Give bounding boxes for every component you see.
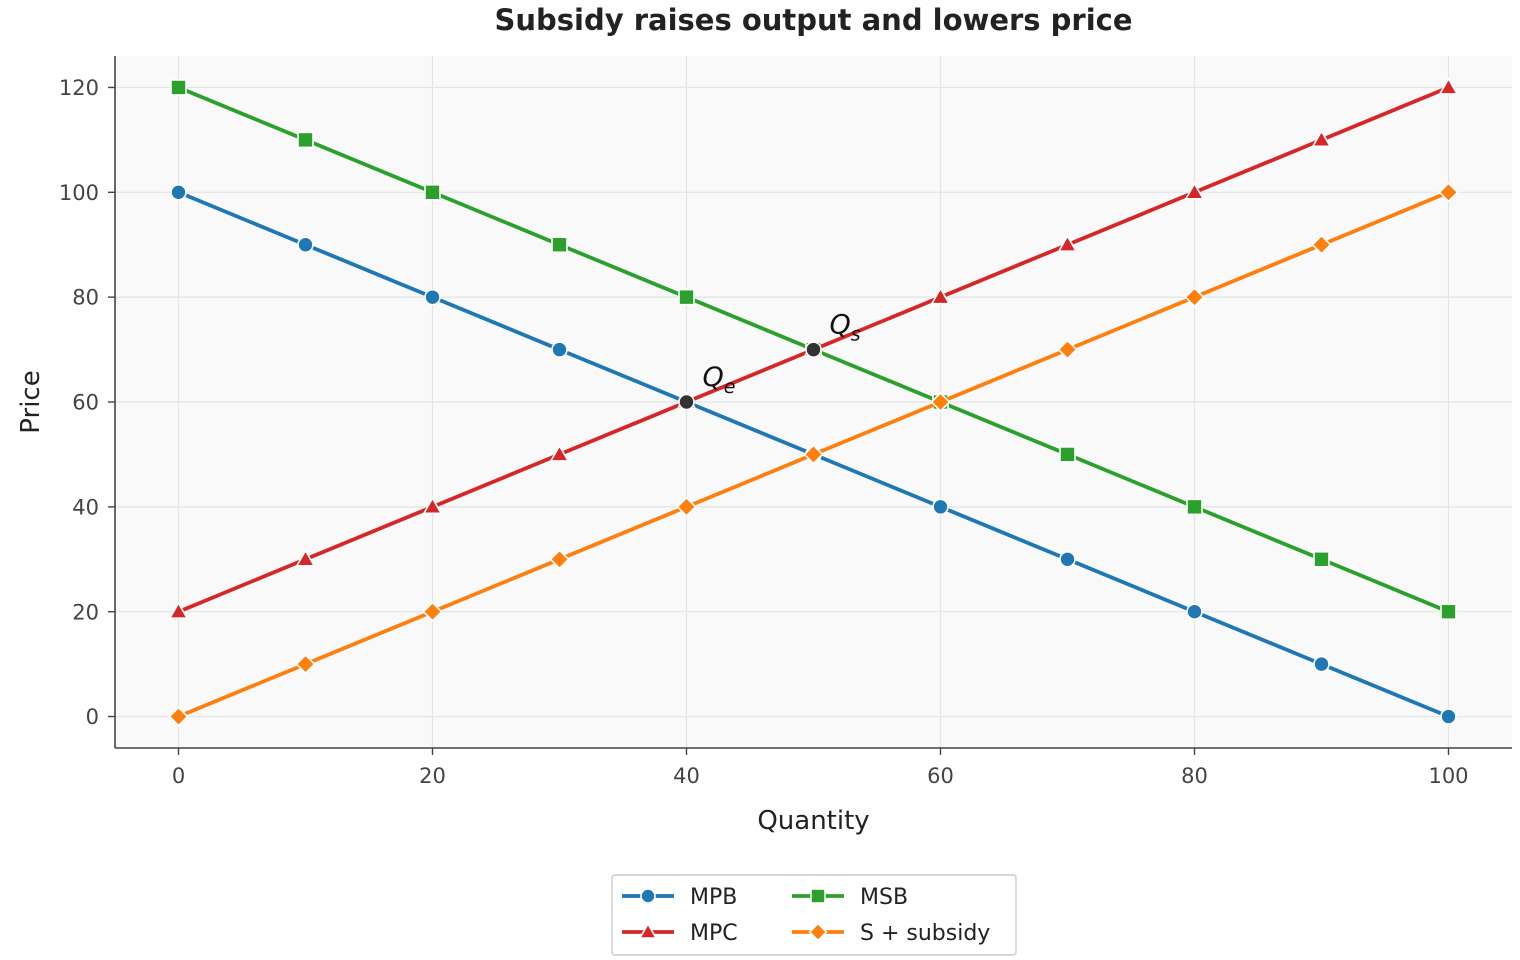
data-point [1438,77,1459,95]
legend-entry-mpc: MPC [622,921,738,946]
data-point [1184,287,1205,308]
series-s-subsidy [168,182,1459,727]
ticks: 0 20 40 60 80 100 0 20 40 60 80 100 120 [59,76,1469,788]
data-point [551,341,568,358]
data-point [424,288,441,306]
data-point [678,288,695,306]
x-tick-label: 80 [1181,764,1208,788]
annotation-qe: Qe [678,362,736,411]
x-tick-label: 60 [927,764,954,788]
data-point [295,653,316,675]
legend-entry-mpb: MPB [622,885,737,910]
series-layer [168,77,1459,727]
data-point [170,184,187,201]
legend: MPB MSB MPC S + subsidy [611,874,1017,956]
y-tick-label: 120 [59,76,99,100]
annotation-main: Q [703,362,724,393]
y-tick-label: 100 [59,181,99,205]
data-point [1311,234,1332,255]
data-point [170,79,187,96]
data-point [422,496,443,515]
y-axis-label: Price [16,370,46,433]
data-point [1440,708,1457,725]
annotation-subscript: e [724,376,736,398]
data-point [1311,129,1332,148]
y-tick-label: 80 [72,286,99,310]
equilibrium-point [805,341,822,358]
data-point [295,549,316,567]
data-point [1057,234,1078,252]
data-point [1313,655,1330,673]
x-tick-label: 0 [172,764,185,788]
legend-label: MPB [690,885,737,910]
y-tick-label: 0 [86,705,99,729]
annotation-qs: Qs [805,310,861,358]
data-point [422,601,443,622]
data-point [549,549,570,570]
data-point [1059,550,1076,568]
chart-title: Subsidy raises output and lowers price [494,3,1132,37]
data-point [1186,498,1203,516]
legend-label: MSB [860,885,908,910]
annotation-label: Qs [830,310,861,346]
data-point [297,236,314,254]
data-point [297,131,314,149]
data-point [930,286,951,305]
legend-label: S + subsidy [860,921,990,946]
legend-swatch-marker [808,922,828,942]
x-axis-label: Quantity [757,806,869,836]
data-point [168,706,189,727]
data-point [803,444,824,465]
data-point [1440,603,1457,620]
data-point [424,184,441,201]
data-point [1184,182,1205,200]
y-tick-label: 40 [72,495,99,519]
x-tick-label: 100 [1428,764,1468,788]
data-point [932,498,949,516]
legend-box [611,874,1017,956]
data-point [549,444,570,462]
annotation-label: Qe [703,362,736,398]
legend-entry-msb: MSB [792,885,908,910]
data-point [930,391,951,413]
x-tick-label: 20 [419,764,446,788]
data-point [1057,339,1078,360]
y-tick-label: 20 [72,600,99,624]
data-point [1186,603,1203,620]
annotation-main: Q [830,310,851,341]
legend-swatch-marker [810,888,826,904]
annotation-subscript: s [851,324,861,346]
equilibrium-point [678,393,695,411]
data-point [1438,182,1459,203]
legend-swatch-marker [640,888,656,904]
legend-label: MPC [690,921,738,946]
x-tick-label: 40 [673,764,700,788]
legend-swatch-marker [638,922,658,939]
data-point [676,496,697,517]
data-point [1313,550,1330,568]
data-point [1059,446,1076,463]
data-point [551,236,568,254]
data-point [168,601,189,619]
y-tick-label: 60 [72,391,99,415]
legend-entry-s-subsidy: S + subsidy [792,921,990,946]
